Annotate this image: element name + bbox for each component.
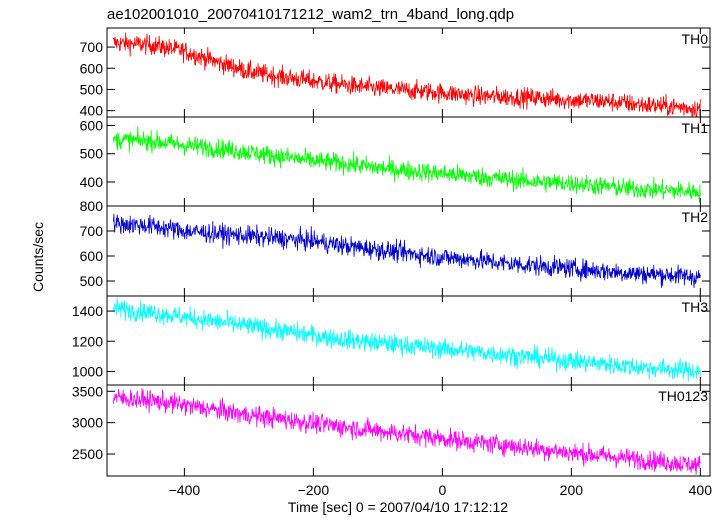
series-label: TH2 [682, 209, 709, 225]
y-tick-label: 1000 [72, 363, 103, 379]
y-tick-label: 400 [80, 174, 104, 190]
x-axis-ticks: −400 −200 0 200 400 [169, 482, 713, 498]
y-tick-label: 1400 [72, 303, 103, 319]
x-tick-label: 200 [560, 482, 584, 498]
y-tick-label: 600 [80, 117, 104, 133]
panel-frame [106, 384, 711, 477]
chart-title: ae102001010_20070410171212_wam2_trn_4ban… [107, 6, 514, 23]
y-tick-label: 2500 [72, 446, 103, 462]
panels-group: 400 500 600 700 TH0 400 500 600 TH1 500 600 700 800 T… [72, 27, 711, 477]
x-tick-label: 0 [438, 482, 446, 498]
y-tick-label: 600 [80, 248, 104, 264]
y-tick-label: 800 [80, 198, 104, 214]
y-tick-label: 3500 [72, 383, 103, 399]
series-line-th3 [113, 298, 701, 382]
series-label: TH0 [682, 31, 709, 47]
panel-th0: 400 500 600 700 TH0 [80, 27, 711, 119]
series-label: TH0123 [658, 388, 708, 404]
y-tick-label: 500 [80, 81, 104, 97]
y-tick-label: 400 [80, 103, 104, 119]
series-label: TH1 [682, 120, 709, 136]
series-line-th0 [113, 32, 701, 117]
y-axis-label: Counts/sec [30, 222, 46, 292]
series-line-th0123 [113, 388, 701, 475]
y-tick-label: 500 [80, 146, 104, 162]
series-line-th1 [113, 126, 701, 203]
panel-th1: 400 500 600 TH1 [80, 116, 711, 207]
x-tick-label: −200 [298, 482, 330, 498]
panel-th3: 1000 1200 1400 TH3 [72, 295, 711, 386]
y-tick-label: 1200 [72, 333, 103, 349]
series-line-th2 [113, 213, 701, 288]
x-axis-label: Time [sec] 0 = 2007/04/10 17:12:12 [288, 499, 508, 515]
y-tick-label: 3000 [72, 415, 103, 431]
panel-frame [106, 295, 711, 386]
y-tick-label: 700 [80, 223, 104, 239]
panel-th2: 500 600 700 800 TH2 [80, 198, 711, 297]
y-tick-label: 700 [80, 39, 104, 55]
y-tick-label: 600 [80, 60, 104, 76]
y-tick-label: 500 [80, 273, 104, 289]
panel-th0123: 2500 3000 3500 TH0123 [72, 383, 711, 477]
x-tick-label: 400 [689, 482, 713, 498]
series-label: TH3 [682, 299, 709, 315]
x-tick-label: −400 [169, 482, 201, 498]
